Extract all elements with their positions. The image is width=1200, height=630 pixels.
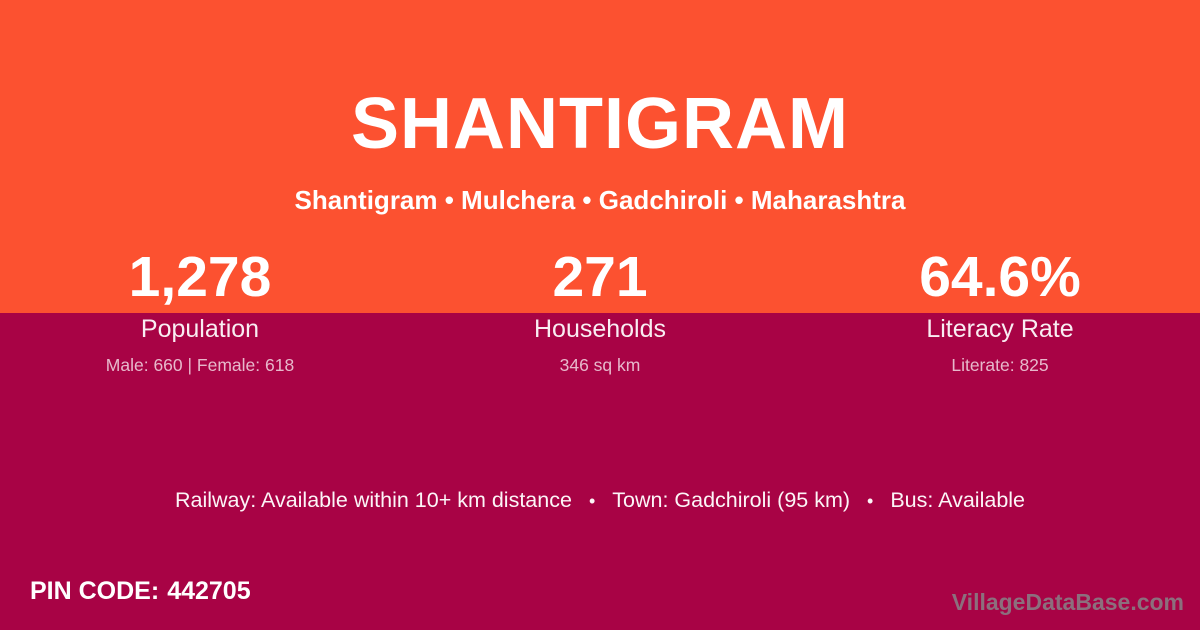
village-title: SHANTIGRAM bbox=[351, 84, 849, 164]
households-value: 271 bbox=[552, 245, 648, 309]
amenities-info-line: Railway: Available within 10+ km distanc… bbox=[0, 486, 1200, 515]
watermark-brand: VillageDataBase.com bbox=[951, 589, 1184, 615]
stat-literacy: 64.6% Literacy Rate Literate: 825 bbox=[800, 248, 1200, 375]
pin-code: PIN CODE: 442705 bbox=[30, 576, 251, 606]
bus-info: Bus: Available bbox=[890, 488, 1026, 512]
bullet-separator: • bbox=[867, 491, 874, 511]
hero-banner bbox=[0, 0, 1200, 313]
literacy-value: 64.6% bbox=[919, 245, 1081, 309]
stats-row: 1,278 Population Male: 660 | Female: 618… bbox=[0, 248, 1200, 375]
pin-code-value: 442705 bbox=[167, 577, 251, 605]
literacy-label: Literacy Rate bbox=[926, 315, 1074, 343]
stat-households: 271 Households 346 sq km bbox=[400, 248, 800, 375]
households-detail: 346 sq km bbox=[559, 355, 641, 375]
town-info: Town: Gadchiroli (95 km) bbox=[612, 488, 851, 512]
pin-code-label: PIN CODE: bbox=[30, 577, 160, 605]
population-value: 1,278 bbox=[128, 245, 272, 309]
railway-info: Railway: Available within 10+ km distanc… bbox=[174, 488, 572, 512]
population-label: Population bbox=[140, 315, 260, 343]
households-label: Households bbox=[533, 315, 667, 343]
literacy-detail: Literate: 825 bbox=[951, 355, 1049, 375]
population-detail: Male: 660 | Female: 618 bbox=[105, 355, 295, 375]
stat-population: 1,278 Population Male: 660 | Female: 618 bbox=[0, 248, 400, 375]
bullet-separator: • bbox=[588, 491, 596, 511]
breadcrumb: Shantigram • Mulchera • Gadchiroli • Mah… bbox=[294, 185, 906, 215]
